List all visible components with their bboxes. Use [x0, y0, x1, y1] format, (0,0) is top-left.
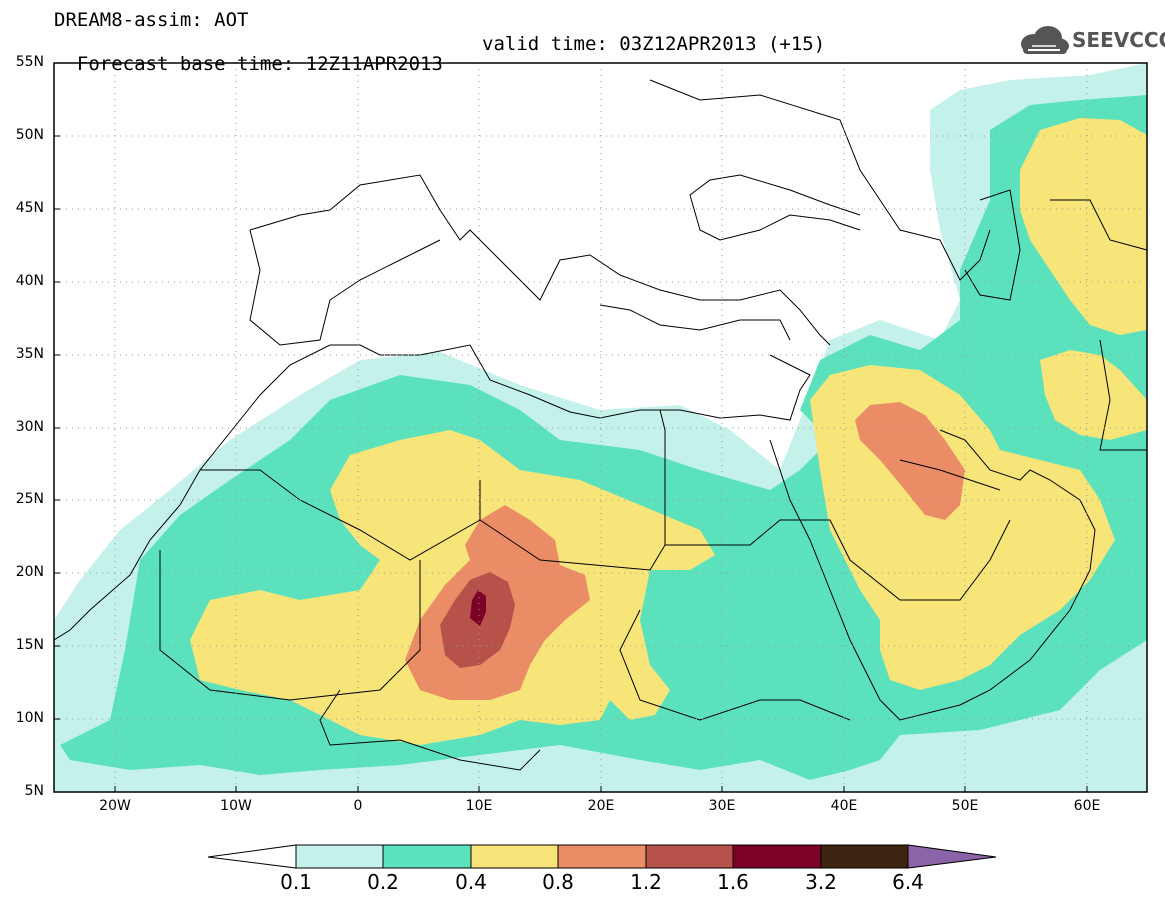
lat-label-45n: 45N [15, 200, 44, 216]
cloud-icon [1021, 26, 1069, 54]
lon-label-50e: 50E [951, 798, 979, 814]
seevccc-logo: SEEVCCC [1018, 24, 1165, 58]
lon-label-20e: 20E [587, 798, 615, 814]
lat-label-30n: 30N [15, 419, 44, 435]
colorbar-label-3.2: 3.2 [805, 870, 837, 894]
coastlines [54, 79, 1147, 771]
lon-label-10w: 10W [220, 798, 252, 814]
colorbar-label-0.8: 0.8 [542, 870, 574, 894]
graticule [54, 63, 1147, 792]
colorbar-label-0.4: 0.4 [455, 870, 487, 894]
lat-label-50n: 50N [15, 127, 44, 143]
lat-label-40n: 40N [15, 273, 44, 289]
aot-level-1.6 [470, 590, 486, 626]
forecast-base-time: Forecast base time: 12Z11APR2013 [76, 53, 443, 75]
lat-label-55n: 55N [15, 54, 44, 70]
lon-label-0: 0 [353, 798, 363, 814]
lon-label-40e: 40E [830, 798, 858, 814]
lon-label-10e: 10E [465, 798, 493, 814]
forecast-time-line: Forecast base time: 12Z11APR2013 valid t… [54, 34, 825, 94]
lon-label-60e: 60E [1073, 798, 1101, 814]
colorbar-label-1.2: 1.2 [630, 870, 662, 894]
lat-label-35n: 35N [15, 346, 44, 362]
lat-label-5n: 5N [24, 783, 44, 799]
lat-label-10n: 10N [15, 710, 44, 726]
valid-time: valid time: 03Z12APR2013 (+15) [482, 33, 826, 55]
lon-label-20w: 20W [99, 798, 131, 814]
axis-ticks [54, 62, 1088, 793]
lat-label-20n: 20N [15, 564, 44, 580]
lat-label-25n: 25N [15, 491, 44, 507]
logo-text: SEEVCCC [1072, 28, 1165, 52]
colorbar-label-0.1: 0.1 [280, 870, 312, 894]
lon-label-30e: 30E [708, 798, 736, 814]
colorbar-label-1.6: 1.6 [717, 870, 749, 894]
map-title: DREAM8-assim: AOT [54, 9, 249, 31]
lat-label-15n: 15N [15, 637, 44, 653]
colorbar-label-0.2: 0.2 [367, 870, 399, 894]
colorbar-label-6.4: 6.4 [892, 870, 924, 894]
